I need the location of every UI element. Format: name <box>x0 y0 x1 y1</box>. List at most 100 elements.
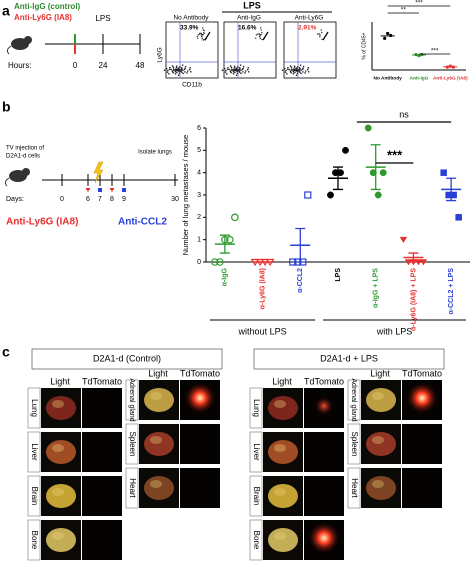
day-label: 6 <box>86 196 90 203</box>
flow-dot <box>302 65 305 68</box>
y-tick-label: 2 <box>197 214 201 221</box>
flow-dot <box>240 72 242 75</box>
flow-dot <box>296 72 299 75</box>
flow-dot <box>302 71 304 73</box>
flow-dot <box>292 72 295 75</box>
flow-dot <box>241 68 244 71</box>
flow-dot <box>321 31 323 34</box>
section-title: D2A1-d (Control) <box>93 353 161 363</box>
flow-plot <box>165 21 219 79</box>
group-label: without LPS <box>238 326 287 336</box>
gate-arrow <box>322 31 329 41</box>
organ-label-box <box>27 431 41 473</box>
hour-label: 0 <box>73 61 78 70</box>
flow-dot <box>295 67 298 69</box>
organ-highlight <box>372 480 384 488</box>
column-header: TdTomato <box>82 376 122 386</box>
flow-dot <box>306 68 309 71</box>
flow-dot <box>321 38 323 41</box>
flow-dot <box>178 69 181 71</box>
flow-dot <box>176 71 178 74</box>
flow-dot <box>244 70 247 72</box>
flow-dot <box>301 68 304 71</box>
flow-dot <box>201 27 204 29</box>
flow-dot <box>259 34 261 36</box>
flow-percent: 2.91% <box>298 25 317 32</box>
endpoint-label: Isolate lungs <box>138 150 172 156</box>
flow-dot <box>261 31 263 34</box>
hour-label: 24 <box>99 61 108 70</box>
flow-title: LPS <box>243 0 261 10</box>
flow-dot <box>170 68 173 71</box>
flow-dot <box>255 37 257 39</box>
flow-dot <box>221 69 224 72</box>
flow-percent: 33.9% <box>180 25 199 32</box>
flow-dot <box>179 66 181 68</box>
flow-dot <box>172 71 174 74</box>
hour-label: 48 <box>136 61 145 70</box>
flow-dot <box>233 65 236 67</box>
tdtomato-image <box>180 468 220 508</box>
data-point <box>386 31 390 36</box>
data-point <box>419 259 428 266</box>
flow-dot <box>180 68 183 71</box>
organ-label: Lung <box>30 399 39 417</box>
column-header: TdTomato <box>402 368 442 378</box>
organ-label: Lung <box>252 399 261 417</box>
flow-dot <box>177 69 179 71</box>
dose-marker <box>85 188 91 192</box>
flow-dot <box>294 71 296 74</box>
flow-dot <box>184 71 186 73</box>
flow-dot <box>259 37 261 40</box>
flow-dot <box>172 69 174 72</box>
organ <box>268 440 298 464</box>
flow-dot <box>174 72 177 75</box>
flow-dot <box>238 68 241 71</box>
data-point <box>304 191 312 199</box>
tdtomato-image <box>304 432 344 472</box>
section-header-box <box>31 348 223 370</box>
organ-label: Liver <box>30 443 39 461</box>
flow-dot <box>286 73 288 75</box>
data-point <box>379 169 387 177</box>
data-point <box>374 191 382 199</box>
organ-highlight <box>274 532 286 540</box>
flow-dot <box>286 68 289 71</box>
flow-plot-name: Anti-Ly6G <box>295 15 324 22</box>
flow-dot <box>223 67 226 70</box>
flow-dot <box>177 74 180 76</box>
treatment-label: Anti-Ly6G (IA8) <box>14 13 72 22</box>
flow-dot <box>226 73 228 75</box>
section-header-box <box>253 348 445 370</box>
flow-x-axis: CD11b <box>182 82 202 89</box>
flow-dot <box>299 71 301 73</box>
flow-dot <box>175 66 178 69</box>
hours-label: Hours: <box>8 61 32 70</box>
organ <box>144 432 174 456</box>
tdtomato-image <box>82 432 122 472</box>
organ-highlight <box>372 392 384 400</box>
injection-label: TV injection of <box>6 146 44 152</box>
data-point <box>369 169 377 177</box>
y-tick-label: 4 <box>197 170 201 177</box>
flow-dot <box>304 70 307 72</box>
organ <box>46 528 76 552</box>
organ <box>366 388 396 412</box>
x-tick-label: Anti-Ly6G (IA8) <box>433 75 468 81</box>
flow-dot <box>178 72 181 75</box>
flow-dot <box>199 32 201 34</box>
flow-dot <box>168 73 170 75</box>
error-bar <box>295 227 306 263</box>
column-header: Light <box>272 376 292 386</box>
flow-dot <box>182 69 184 72</box>
flow-dot <box>203 32 205 35</box>
flow-plot-name: No Antibody <box>173 15 209 22</box>
sig-label: ns <box>399 109 409 119</box>
y-axis-label: Number of lung metastases / mouse <box>181 135 190 255</box>
organ <box>144 388 174 412</box>
flow-dot <box>224 71 227 73</box>
flow-dot <box>260 33 262 36</box>
organ-highlight <box>52 444 64 452</box>
flow-dot <box>183 68 186 71</box>
organ-highlight <box>52 400 64 408</box>
